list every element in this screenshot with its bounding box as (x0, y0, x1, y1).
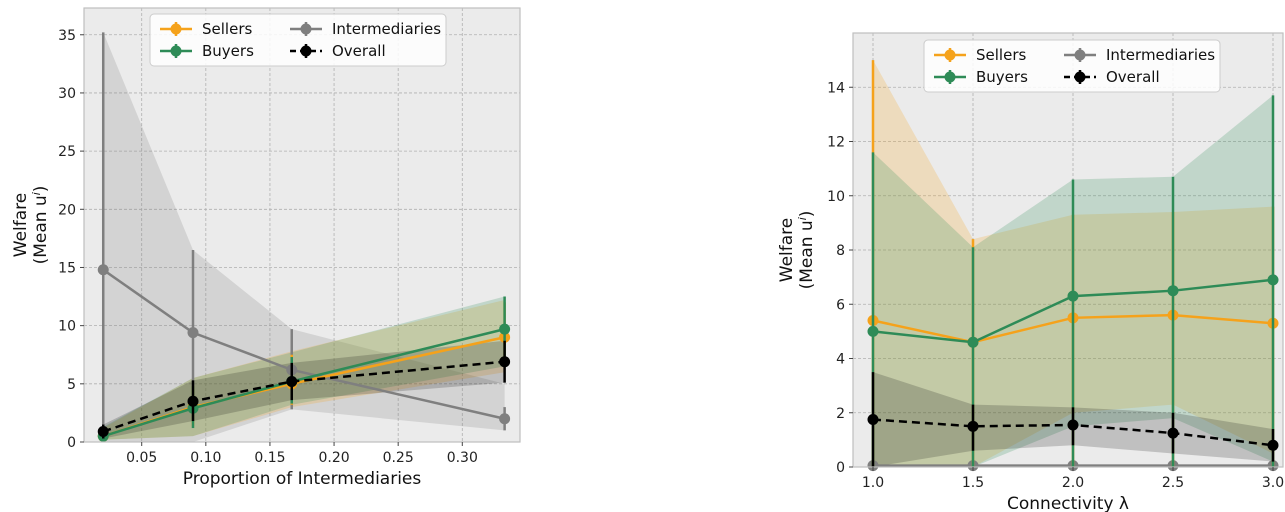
chart-0-frame (83, 7, 521, 443)
chart-1-ytick-label-6: 12 (827, 135, 845, 151)
chart-1-x-axis-label: Connectivity λ (1007, 494, 1129, 512)
chart-1-point-buyers-2 (1067, 290, 1079, 302)
chart-0-x-axis-label: Proportion of Intermediaries (183, 469, 422, 489)
chart-1-point-overall-1 (967, 420, 979, 432)
chart-0-ytick-label-7: 35 (58, 28, 76, 44)
chart-0-legend-label-intermediaries: Intermediaries (332, 20, 441, 38)
chart-1-point-buyers-3 (1167, 285, 1179, 297)
chart-0-legend-marker-intermediaries (300, 23, 312, 35)
chart-1-point-overall-3 (1167, 427, 1179, 439)
chart-1-point-buyers-1 (967, 336, 979, 348)
chart-0-point-overall-0 (97, 426, 109, 438)
chart-0-xtick-label-5: 0.30 (447, 450, 478, 466)
chart-0-ytick-label-2: 10 (58, 319, 76, 335)
chart-0-ytick-label-4: 20 (58, 202, 76, 218)
chart-1-ytick-label-1: 2 (836, 406, 845, 422)
chart-0-point-buyers-3 (499, 323, 511, 335)
chart-1-legend-label-sellers: Sellers (976, 46, 1026, 64)
chart-1-xtick-label-0: 1.0 (862, 475, 884, 491)
chart-0-band-overall (103, 340, 505, 439)
chart-1-legend-marker-intermediaries (1074, 49, 1086, 61)
chart-0-xtick-label-3: 0.20 (318, 450, 349, 466)
welfare-vs-connectivity-chart: 1.0 1.5 2.0 2.5 3.0 0 2 4 6 8 10 12 14 Connectivity λ… (777, 32, 1284, 512)
chart-0-y-axis-label-line2: (Mean ui) (30, 186, 51, 265)
chart-0-legend-marker-buyers (170, 45, 182, 57)
welfare-vs-proportion-chart: 0.05 0.10 0.15 0.20 0.25 0.30 0 5 10 15 20 25 30 35 Pr… (11, 7, 521, 489)
chart-0-legend-marker-sellers (170, 23, 182, 35)
chart-0-point-intermediaries-3 (499, 413, 511, 425)
chart-0-ytick-label-0: 0 (67, 435, 76, 451)
chart-1-xtick-label-1: 1.5 (962, 475, 984, 491)
chart-0-line-buyers (102, 327, 505, 438)
chart-0-point-intermediaries-0 (97, 264, 109, 276)
chart-1-legend (923, 39, 1221, 93)
chart-1-y-axis-label-sup: i (796, 217, 809, 220)
chart-0-ytick-label-5: 25 (58, 144, 76, 160)
chart-1-y-axis-label-text: (Mean u (797, 220, 817, 289)
chart-0-plot-area (84, 8, 520, 442)
chart-1-y-axis-label-line1: Welfare (777, 218, 797, 282)
chart-0-point-overall-2 (286, 375, 298, 387)
chart-1-point-overall-0 (867, 414, 879, 426)
chart-0-y-axis-label-close: ) (31, 186, 51, 193)
chart-1-ytick-label-5: 10 (827, 189, 845, 205)
chart-0-ytick-label-6: 30 (58, 86, 76, 102)
chart-0-legend (149, 13, 447, 67)
chart-0-legend-label-sellers: Sellers (202, 20, 252, 38)
chart-0-point-overall-1 (187, 395, 199, 407)
chart-1-xtick-label-3: 2.5 (1162, 475, 1184, 491)
chart-0-y-axis-label-sup: i (30, 192, 43, 195)
chart-0-xtick-label-2: 0.15 (254, 450, 285, 466)
chart-0-y-axis-label-text: (Mean u (31, 195, 51, 264)
chart-0-band-intermediaries (103, 32, 505, 442)
chart-1-legend-marker-overall (1074, 71, 1086, 83)
chart-1-legend-label-intermediaries: Intermediaries (1106, 46, 1215, 64)
chart-0-y-axis-label-line1: Welfare (11, 193, 31, 257)
chart-1-xtick-label-2: 2.0 (1062, 475, 1084, 491)
chart-0-line-intermediaries (102, 268, 505, 420)
chart-1-legend-marker-sellers (944, 49, 956, 61)
chart-0-xtick-label-0: 0.05 (126, 450, 157, 466)
chart-0-legend-marker-overall (300, 45, 312, 57)
chart-0-point-overall-3 (499, 356, 511, 368)
chart-1-legend-label-buyers: Buyers (976, 68, 1028, 86)
chart-0-legend-label-buyers: Buyers (202, 42, 254, 60)
chart-1-y-axis-label-close: ) (797, 211, 817, 218)
chart-1-ytick-label-3: 6 (836, 297, 845, 313)
chart-0-y-axis-label: Welfare (Mean ui) (11, 186, 51, 265)
chart-0-ytick-label-3: 15 (58, 260, 76, 276)
chart-0-line-overall (102, 360, 505, 433)
chart-1-point-buyers-4 (1267, 274, 1279, 286)
chart-1-ytick-label-2: 4 (836, 352, 845, 368)
chart-1-ytick-label-0: 0 (836, 460, 845, 476)
chart-1-xtick-label-4: 3.0 (1262, 475, 1284, 491)
chart-1-ytick-label-4: 8 (836, 243, 845, 259)
chart-0-point-intermediaries-1 (187, 327, 199, 339)
chart-1-point-overall-4 (1267, 439, 1279, 451)
chart-1-y-axis-label-line2: (Mean ui) (796, 211, 817, 290)
chart-1-point-overall-2 (1067, 419, 1079, 431)
chart-0-ytick-label-1: 5 (67, 377, 76, 393)
chart-0-xtick-label-1: 0.10 (190, 450, 221, 466)
chart-1-legend-label-overall: Overall (1106, 68, 1160, 86)
chart-1-y-axis-label: Welfare (Mean ui) (777, 211, 817, 290)
chart-0-legend-label-overall: Overall (332, 42, 386, 60)
chart-0-xtick-label-4: 0.25 (383, 450, 414, 466)
chart-1-ytick-label-7: 14 (827, 80, 845, 96)
chart-1-legend-marker-buyers (944, 71, 956, 83)
chart-1-point-buyers-0 (867, 325, 879, 337)
